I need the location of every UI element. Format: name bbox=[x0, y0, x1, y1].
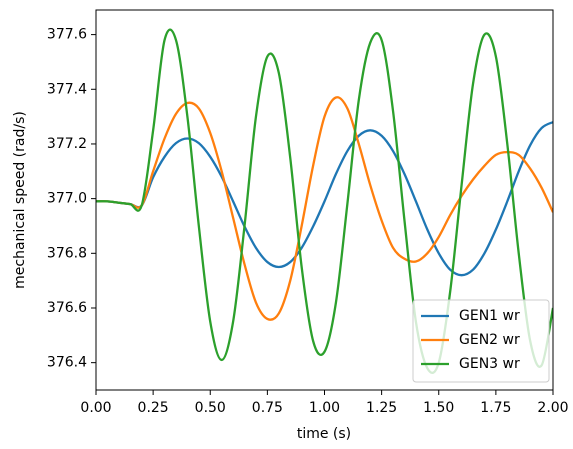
x-tick-label: 2.00 bbox=[537, 400, 568, 416]
y-tick-label: 376.6 bbox=[47, 300, 87, 316]
series-line bbox=[96, 28, 553, 374]
legend-box bbox=[412, 299, 550, 383]
x-tick-label: 1.50 bbox=[423, 400, 454, 416]
y-tick-label: 376.4 bbox=[47, 355, 87, 371]
legend-label: GEN2 wr bbox=[459, 332, 520, 348]
x-tick-label: 0.50 bbox=[195, 400, 226, 416]
x-tick-label: 1.25 bbox=[366, 400, 397, 416]
x-tick-label: 0.25 bbox=[138, 400, 169, 416]
y-tick-label: 377.0 bbox=[47, 191, 87, 207]
x-axis-label: time (s) bbox=[297, 426, 351, 442]
legend-label: GEN1 wr bbox=[459, 308, 520, 324]
legend-label: GEN3 wr bbox=[459, 356, 520, 372]
y-tick-label: 377.4 bbox=[47, 81, 87, 97]
x-tick-label: 1.75 bbox=[480, 400, 511, 416]
series-line bbox=[96, 96, 553, 321]
y-tick-label: 376.8 bbox=[47, 245, 87, 261]
series-line bbox=[96, 121, 553, 277]
y-tick-label: 377.6 bbox=[47, 27, 87, 43]
x-tick-label: 1.00 bbox=[309, 400, 340, 416]
plot-frame bbox=[95, 9, 554, 391]
x-tick-label: 0.00 bbox=[80, 400, 111, 416]
y-axis-label: mechanical speed (rad/s) bbox=[12, 111, 28, 289]
x-tick-label: 0.75 bbox=[252, 400, 283, 416]
y-tick-label: 377.2 bbox=[47, 136, 87, 152]
